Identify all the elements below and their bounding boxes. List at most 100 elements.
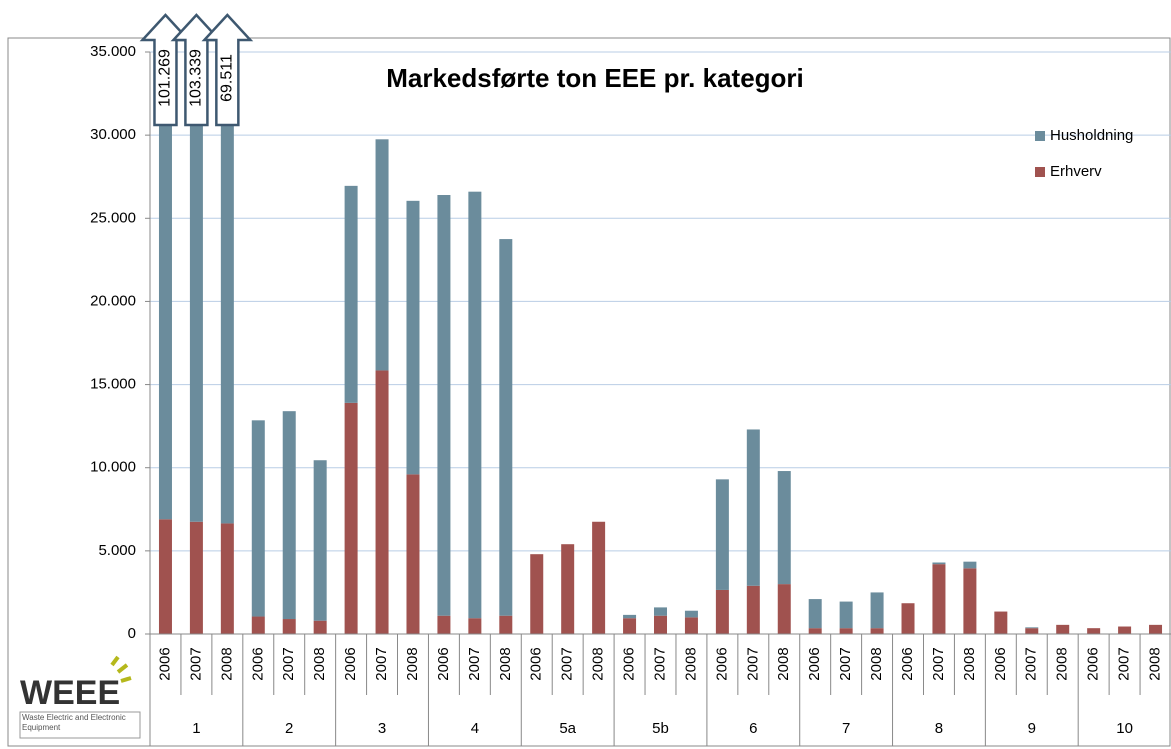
- logo: WEEE Waste Electric and Electronic Equip…: [19, 655, 141, 739]
- bar-segment: [499, 615, 513, 634]
- bar-segment: [870, 628, 884, 634]
- bar-segment: [437, 195, 451, 616]
- chart-border: [7, 37, 1171, 747]
- bar-segment: [406, 200, 420, 475]
- x-tick-label: 2006: [713, 647, 730, 680]
- bar-segment: [1025, 627, 1039, 629]
- x-tick-label: 2007: [559, 647, 576, 680]
- y-tick-label: 5.000: [98, 542, 136, 559]
- overflow-arrow: [201, 13, 254, 127]
- bar-segment: [777, 584, 791, 634]
- x-tick-label: 2007: [1023, 647, 1040, 680]
- legend-swatch: [1035, 167, 1045, 177]
- overflow-arrow: [170, 13, 223, 127]
- bar-segment: [437, 615, 451, 634]
- x-tick-label: 2007: [373, 647, 390, 680]
- x-tick-label: 2007: [187, 647, 204, 680]
- bar-segment: [963, 561, 977, 569]
- bar-segment: [375, 139, 389, 371]
- x-tick-label: 2008: [868, 647, 885, 680]
- bar-segment: [715, 479, 729, 590]
- logo-rays: [110, 655, 132, 683]
- y-tick-label: 30.000: [90, 126, 136, 143]
- x-tick-label: 2008: [961, 647, 978, 680]
- bar-segment: [746, 585, 760, 634]
- x-tick-label: 2006: [1085, 647, 1102, 680]
- bar-segment: [344, 185, 358, 403]
- x-tick-label: 2006: [435, 647, 452, 680]
- group-label: 10: [1116, 720, 1133, 737]
- bar-segment: [623, 614, 637, 619]
- x-tick-label: 2008: [311, 647, 328, 680]
- bar-segment: [1087, 628, 1101, 634]
- x-tick-label: 2006: [992, 647, 1009, 680]
- bar-segment: [654, 615, 667, 634]
- bar-segment: [963, 568, 977, 634]
- bar-segment: [313, 460, 327, 621]
- bar-segment: [808, 599, 822, 629]
- bar-segment: [654, 607, 667, 616]
- bar-segment: [282, 411, 296, 620]
- overflow-arrow: [139, 13, 192, 127]
- bar-segment: [158, 519, 172, 634]
- bar-segment: [746, 429, 760, 586]
- x-tick-label: 2008: [404, 647, 421, 680]
- bar-segment: [839, 628, 853, 634]
- x-tick-label: 2006: [899, 647, 916, 680]
- bar-segment: [220, 523, 234, 634]
- x-tick-label: 2008: [497, 647, 514, 680]
- bar-segment: [313, 620, 327, 634]
- bar-segment: [684, 610, 698, 618]
- logo-text: WEEE: [20, 674, 120, 712]
- bar-segment: [623, 618, 637, 634]
- annotation: 103.339: [188, 49, 205, 107]
- bar-segment: [561, 544, 575, 634]
- bar-segment: [684, 617, 698, 634]
- bar-segment: [375, 370, 389, 634]
- x-tick-label: 2006: [156, 647, 173, 680]
- bar-segment: [715, 589, 729, 634]
- bar-segment: [994, 611, 1008, 634]
- x-tick-label: 2006: [249, 647, 266, 680]
- x-tick-label: 2008: [218, 647, 235, 680]
- logo-box: [19, 711, 141, 739]
- y-tick-label: 20.000: [90, 292, 136, 309]
- group-label: 1: [192, 720, 200, 737]
- bar-segment: [468, 618, 482, 634]
- bar-segment: [1056, 624, 1070, 634]
- logo-subtitle: Waste Electric and Electronic Equipment: [22, 713, 126, 732]
- bar-segment: [282, 619, 296, 634]
- bar-segment: [158, 52, 172, 520]
- group-label: 3: [378, 720, 386, 737]
- x-tick-label: 2007: [744, 647, 761, 680]
- bar-segment: [1149, 624, 1163, 634]
- x-tick-label: 2008: [590, 647, 607, 680]
- annotation: 101.269: [157, 49, 174, 107]
- logo-sub-box: Waste Electric and Electronic Equipment: [22, 713, 126, 732]
- legend-label: Husholdning: [1050, 127, 1133, 144]
- x-tick-label: 2008: [775, 647, 792, 680]
- bar-segment: [1118, 626, 1132, 634]
- group-label: 6: [749, 720, 757, 737]
- y-tick-label: 35.000: [90, 43, 136, 60]
- x-tick-label: 2008: [1054, 647, 1071, 680]
- x-tick-label: 2006: [342, 647, 359, 680]
- bar-segment: [251, 616, 265, 634]
- x-tick-label: 2007: [1116, 647, 1133, 680]
- x-tick-label: 2007: [837, 647, 854, 680]
- x-tick-label: 2007: [651, 647, 668, 680]
- legend-swatch: [1035, 131, 1045, 141]
- bar-segment: [592, 521, 606, 634]
- bar-segment: [901, 603, 915, 634]
- bar-segment: [189, 521, 203, 634]
- bar-segment: [344, 402, 358, 634]
- x-tick-label: 2008: [682, 647, 699, 680]
- bar-segment: [839, 601, 853, 629]
- group-label: 5b: [652, 720, 669, 737]
- chart-title: Markedsførte ton EEE pr. kategori: [386, 63, 804, 93]
- y-tick-label: 25.000: [90, 209, 136, 226]
- group-label: 8: [935, 720, 943, 737]
- group-label: 5a: [559, 720, 576, 737]
- bar-segment: [406, 474, 420, 634]
